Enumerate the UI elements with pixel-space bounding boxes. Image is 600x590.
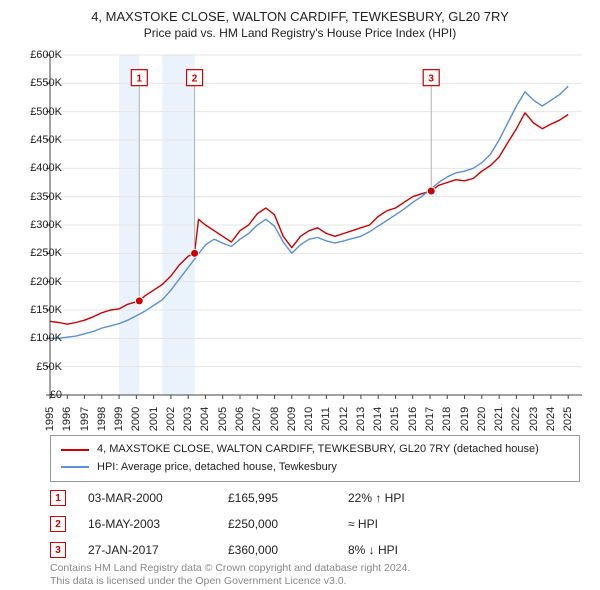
chart-container: 4, MAXSTOKE CLOSE, WALTON CARDIFF, TEWKE… (0, 0, 600, 590)
x-tick-label: 2013 (355, 407, 367, 431)
x-tick-label: 2003 (182, 407, 194, 431)
footer-attribution: Contains HM Land Registry data © Crown c… (50, 562, 410, 588)
event-date: 27-JAN-2017 (88, 543, 228, 557)
legend-item-hpi: HPI: Average price, detached house, Tewk… (61, 459, 569, 477)
x-tick-label: 2015 (389, 407, 401, 431)
event-row: 3 27-JAN-2017£360,0008% ↓ HPI (50, 537, 580, 563)
y-tick-label: £550K (30, 77, 62, 89)
event-row: 2 16-MAY-2003£250,000≈ HPI (50, 511, 580, 537)
x-tick-label: 1999 (113, 407, 125, 431)
chart-subtitle: Price paid vs. HM Land Registry's House … (0, 26, 600, 40)
event-hpi: 8% ↓ HPI (348, 543, 580, 557)
x-tick-label: 2004 (199, 407, 211, 431)
x-tick-label: 2024 (545, 407, 557, 431)
chart-svg: 1 2 3 (50, 55, 582, 395)
x-tick-label: 2014 (372, 407, 384, 431)
y-tick-label: £50K (36, 361, 62, 373)
y-tick-label: £450K (30, 134, 62, 146)
legend-label: HPI: Average price, detached house, Tewk… (97, 459, 337, 477)
y-tick-label: £300K (30, 219, 62, 231)
footer-line: Contains HM Land Registry data © Crown c… (50, 562, 410, 575)
x-tick-label: 2002 (165, 407, 177, 431)
svg-text:2: 2 (192, 74, 198, 85)
x-tick-label: 2020 (476, 407, 488, 431)
x-tick-label: 2006 (234, 407, 246, 431)
x-tick-label: 2021 (493, 407, 505, 431)
legend-swatch (61, 466, 89, 468)
event-price: £165,995 (228, 491, 348, 505)
legend-label: 4, MAXSTOKE CLOSE, WALTON CARDIFF, TEWKE… (97, 441, 539, 459)
chart-plot-area: 1 2 3 (50, 55, 582, 395)
event-hpi: 22% ↑ HPI (348, 491, 580, 505)
legend-swatch (61, 449, 89, 451)
y-tick-label: £500K (30, 106, 62, 118)
event-row: 1 03-MAR-2000£165,99522% ↑ HPI (50, 485, 580, 511)
x-tick-label: 2025 (562, 407, 574, 431)
x-tick-label: 2007 (251, 407, 263, 431)
event-price: £360,000 (228, 543, 348, 557)
event-marker: 3 (50, 542, 66, 558)
x-tick-label: 2000 (130, 407, 142, 431)
x-tick-label: 1996 (61, 407, 73, 431)
x-tick-label: 1998 (96, 407, 108, 431)
event-date: 16-MAY-2003 (88, 517, 228, 531)
event-price: £250,000 (228, 517, 348, 531)
x-tick-label: 2009 (286, 407, 298, 431)
svg-text:3: 3 (428, 74, 434, 85)
x-tick-label: 2008 (269, 407, 281, 431)
x-tick-label: 2022 (510, 407, 522, 431)
y-tick-label: £400K (30, 162, 62, 174)
x-tick-label: 2005 (217, 407, 229, 431)
x-tick-label: 2019 (459, 407, 471, 431)
x-tick-label: 2017 (424, 407, 436, 431)
svg-text:1: 1 (137, 74, 143, 85)
y-tick-label: £200K (30, 276, 62, 288)
event-hpi: ≈ HPI (348, 517, 580, 531)
events-table: 1 03-MAR-2000£165,99522% ↑ HPI 2 16-MAY-200… (50, 485, 580, 563)
footer-line: This data is licensed under the Open Gov… (50, 575, 410, 588)
x-tick-label: 1997 (79, 407, 91, 431)
event-date: 03-MAR-2000 (88, 491, 228, 505)
x-tick-label: 2018 (441, 407, 453, 431)
x-tick-label: 2016 (407, 407, 419, 431)
x-tick-label: 2010 (303, 407, 315, 431)
y-tick-label: £350K (30, 191, 62, 203)
legend: 4, MAXSTOKE CLOSE, WALTON CARDIFF, TEWKE… (50, 435, 580, 482)
y-tick-label: £100K (30, 332, 62, 344)
event-marker: 1 (50, 490, 66, 506)
x-tick-label: 1995 (44, 407, 56, 431)
legend-item-price-paid: 4, MAXSTOKE CLOSE, WALTON CARDIFF, TEWKE… (61, 441, 569, 459)
y-tick-label: £150K (30, 304, 62, 316)
y-tick-label: £0 (50, 389, 62, 401)
x-tick-label: 2023 (528, 407, 540, 431)
x-tick-label: 2001 (148, 407, 160, 431)
chart-title: 4, MAXSTOKE CLOSE, WALTON CARDIFF, TEWKE… (0, 0, 600, 26)
event-marker: 2 (50, 516, 66, 532)
y-tick-label: £600K (30, 49, 62, 61)
y-tick-label: £250K (30, 247, 62, 259)
x-tick-label: 2012 (338, 407, 350, 431)
x-tick-label: 2011 (320, 407, 332, 431)
